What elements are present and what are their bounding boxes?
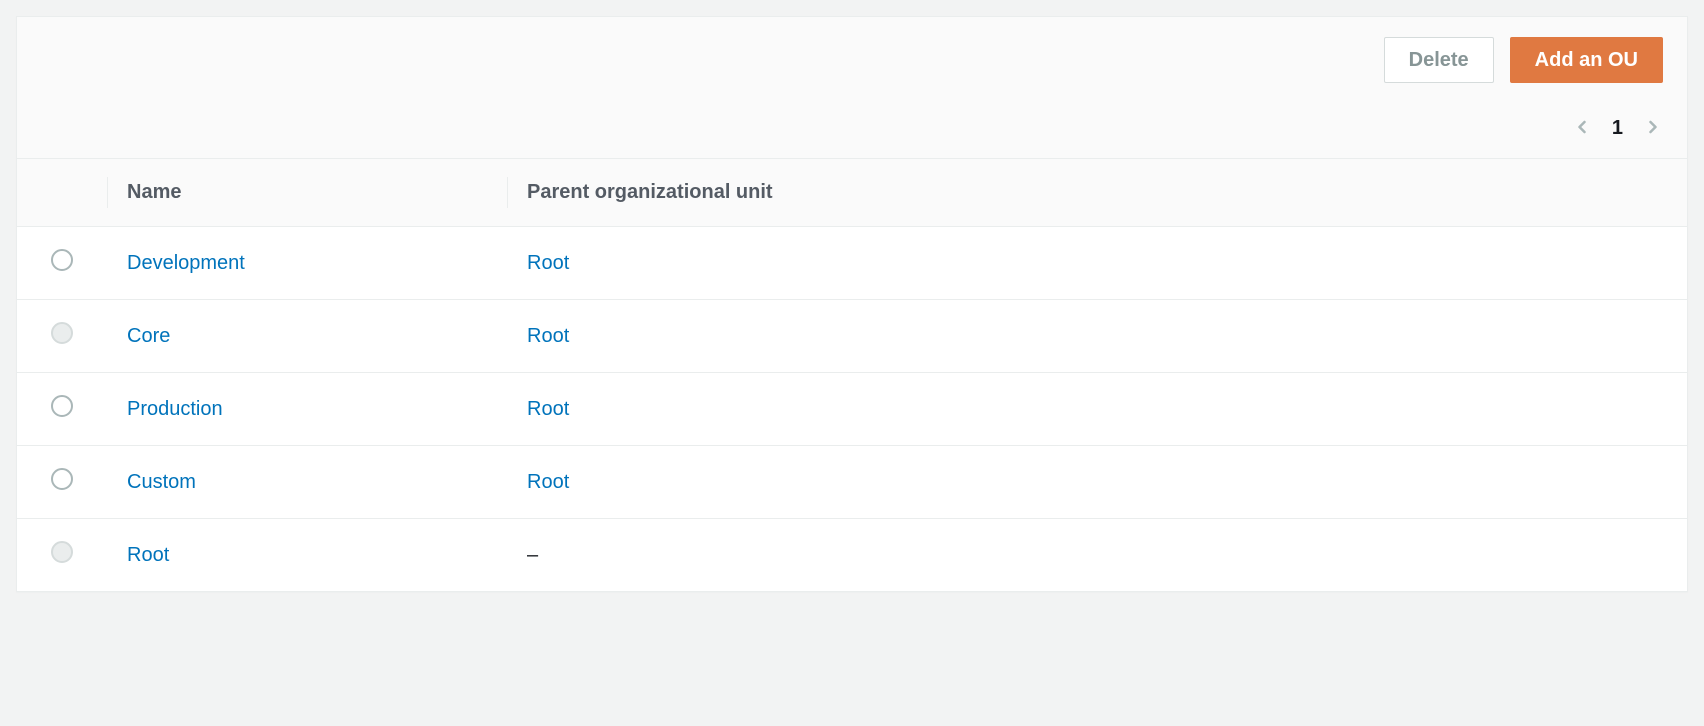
ou-name-link[interactable]: Production xyxy=(127,398,223,420)
parent-ou-link[interactable]: Root xyxy=(527,325,569,347)
table-row: Core Root xyxy=(17,300,1687,373)
row-select-radio[interactable] xyxy=(51,395,73,417)
next-page-button[interactable] xyxy=(1643,117,1663,140)
chevron-left-icon xyxy=(1572,117,1592,140)
parent-ou-link[interactable]: Root xyxy=(527,252,569,274)
prev-page-button[interactable] xyxy=(1572,117,1592,140)
row-select-radio xyxy=(51,322,73,344)
ou-table: Name Parent organizational unit Developm… xyxy=(17,159,1687,591)
column-header-parent[interactable]: Parent organizational unit xyxy=(507,159,1687,227)
table-row: Root – xyxy=(17,519,1687,592)
add-ou-button[interactable]: Add an OU xyxy=(1510,37,1663,83)
row-select-radio[interactable] xyxy=(51,249,73,271)
current-page: 1 xyxy=(1612,117,1623,140)
ou-name-link[interactable]: Root xyxy=(127,544,169,566)
column-header-select xyxy=(17,159,107,227)
action-row: Delete Add an OU xyxy=(41,37,1663,83)
column-header-name[interactable]: Name xyxy=(107,159,507,227)
parent-ou-link[interactable]: Root xyxy=(527,471,569,493)
table-row: Custom Root xyxy=(17,446,1687,519)
chevron-right-icon xyxy=(1643,117,1663,140)
delete-button[interactable]: Delete xyxy=(1384,37,1494,83)
parent-ou-value: – xyxy=(527,544,538,566)
table-row: Development Root xyxy=(17,227,1687,300)
row-select-radio xyxy=(51,541,73,563)
row-select-radio[interactable] xyxy=(51,468,73,490)
ou-name-link[interactable]: Core xyxy=(127,325,170,347)
panel-header: Delete Add an OU 1 xyxy=(17,17,1687,159)
ou-panel: Delete Add an OU 1 Name Parent organizat… xyxy=(16,16,1688,592)
ou-name-link[interactable]: Custom xyxy=(127,471,196,493)
ou-name-link[interactable]: Development xyxy=(127,252,245,274)
pagination: 1 xyxy=(41,99,1663,158)
table-row: Production Root xyxy=(17,373,1687,446)
parent-ou-link[interactable]: Root xyxy=(527,398,569,420)
